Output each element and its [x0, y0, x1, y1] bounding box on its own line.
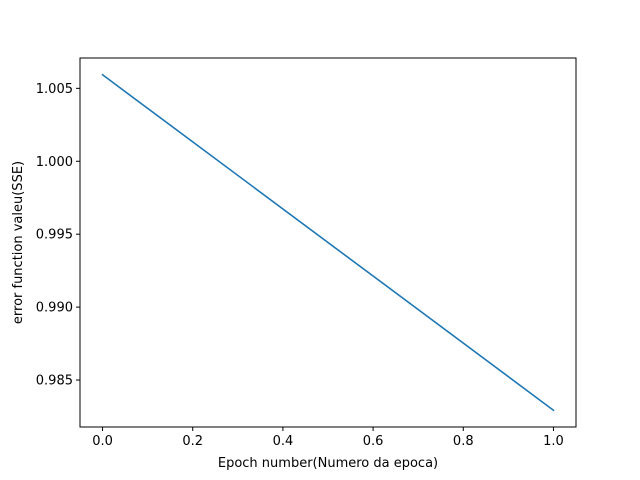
y-tick-label: 0.985 [36, 374, 73, 389]
x-tick-label: 0.0 [92, 434, 113, 449]
x-tick-label: 0.6 [363, 434, 384, 449]
y-tick-label: 1.005 [36, 82, 73, 97]
y-tick-label: 0.990 [36, 301, 73, 316]
x-tick-label: 0.2 [182, 434, 203, 449]
x-axis-label: Epoch number(Numero da epoca) [218, 456, 438, 471]
series-line-0 [101, 73, 555, 412]
x-tick-label: 0.4 [273, 434, 294, 449]
x-tick-label: 0.8 [453, 434, 474, 449]
series-layer [101, 73, 555, 412]
y-axis: 0.985 0.990 0.995 1.000 1.005 [36, 82, 80, 389]
y-tick-label: 0.995 [36, 228, 73, 243]
plot-frame [79, 57, 577, 428]
y-tick-label: 1.000 [36, 155, 73, 170]
y-axis-label: error function valeu(SSE) [11, 161, 26, 324]
x-tick-label: 1.0 [543, 434, 564, 449]
x-axis: 0.0 0.2 0.4 0.6 0.8 1.0 [92, 427, 564, 449]
